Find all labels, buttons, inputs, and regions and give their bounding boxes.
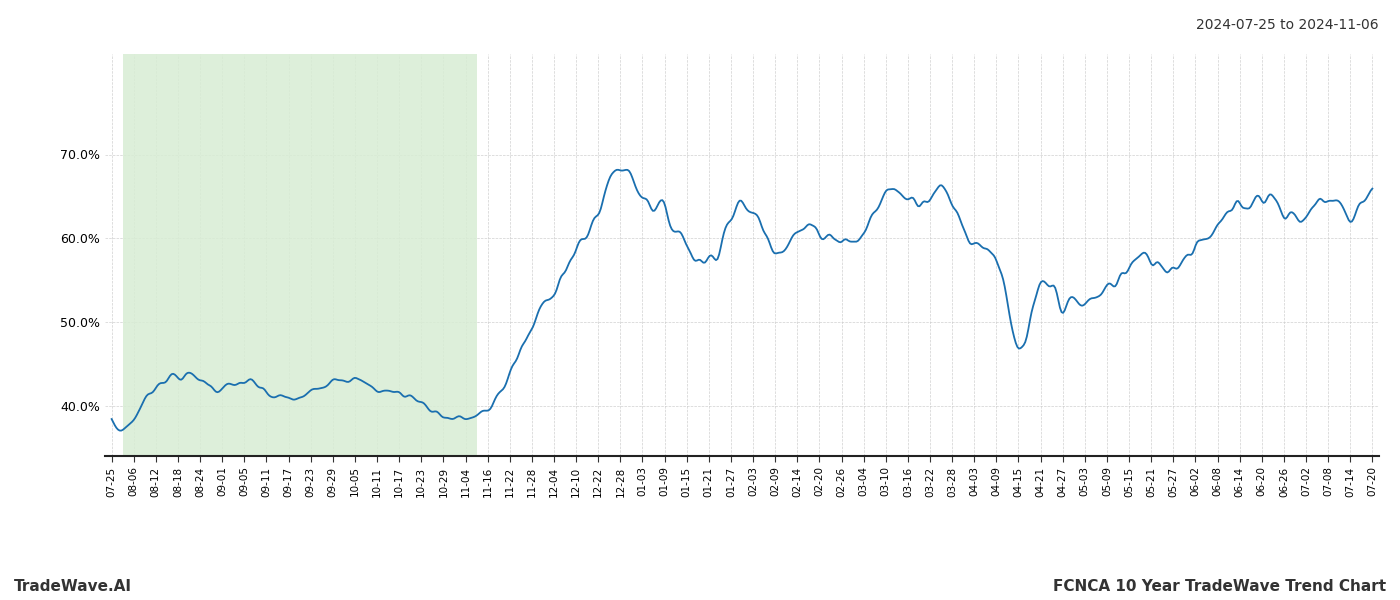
Text: TradeWave.AI: TradeWave.AI — [14, 579, 132, 594]
Text: FCNCA 10 Year TradeWave Trend Chart: FCNCA 10 Year TradeWave Trend Chart — [1053, 579, 1386, 594]
Bar — [123, 54, 476, 456]
Text: 2024-07-25 to 2024-11-06: 2024-07-25 to 2024-11-06 — [1197, 18, 1379, 32]
